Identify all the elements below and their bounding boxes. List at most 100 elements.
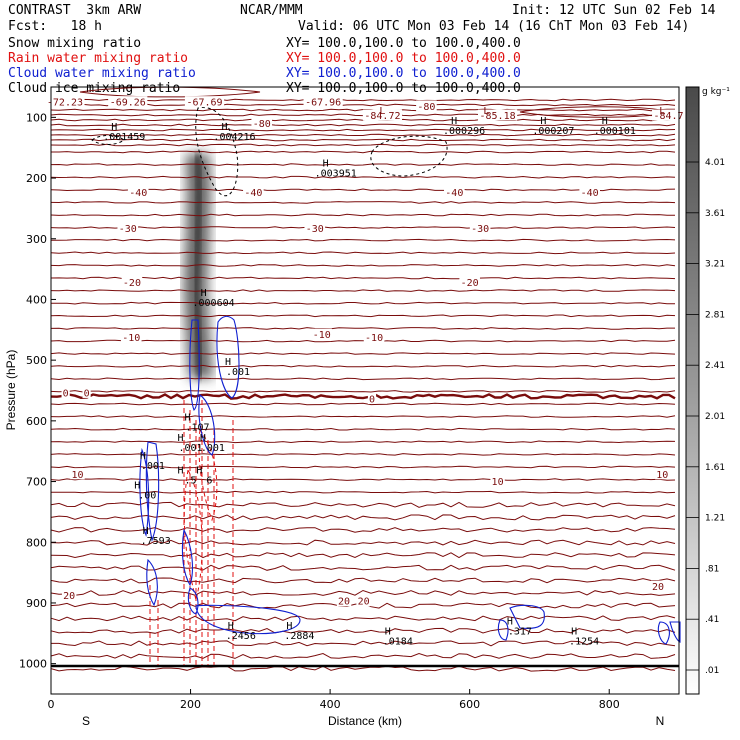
cloud-water-contour xyxy=(195,604,301,635)
temperature-contour-line xyxy=(50,188,676,192)
temperature-label-bg xyxy=(311,328,333,340)
temperature-label-bg xyxy=(363,331,385,343)
temperature-contour-line xyxy=(50,615,676,622)
temperature-contour-line xyxy=(50,108,676,112)
maximum-marker: H xyxy=(507,616,513,627)
colorbar-scale xyxy=(685,86,700,695)
temperature-label-bg xyxy=(82,386,91,398)
colorbar-tick-label: 2.41 xyxy=(705,361,725,371)
temperature-contour-line xyxy=(50,552,676,559)
temperature-contour-label: 10 xyxy=(656,470,668,481)
temperature-contour-label: -67.69 xyxy=(186,98,222,109)
maximum-marker: H xyxy=(201,288,207,299)
temperature-contour-label: -20 xyxy=(461,278,479,289)
cloud-water-contour xyxy=(146,558,158,607)
contour-labels: -72.23 -69.26 -67.69 -67.96 -80 -84.72 -85.18 -… xyxy=(45,96,686,648)
temperature-label-bg xyxy=(362,109,403,121)
colorbar-unit: g kg⁻¹ xyxy=(702,87,730,97)
maximum-value-label: .1254 xyxy=(569,637,599,648)
cloud-ice-contour xyxy=(195,107,239,197)
temperature-label-bg xyxy=(70,468,85,480)
temperature-contour-line xyxy=(50,143,676,147)
maximum-marker: H xyxy=(385,627,391,638)
y-tick-label: 700 xyxy=(26,476,47,489)
maximum-value-label: .003951 xyxy=(315,169,357,180)
temperature-contour-line xyxy=(50,465,676,469)
maximum-marker: H xyxy=(140,451,146,462)
colorbar-tick-label: 1.21 xyxy=(705,514,725,524)
temperature-contour-label: 0 xyxy=(369,394,375,405)
maximum-value-label: .317 xyxy=(508,626,532,637)
temperature-contour-line xyxy=(50,665,676,672)
x-axis-start-label: S xyxy=(82,714,90,728)
maximum-marker: H xyxy=(225,357,231,368)
temperature-contour-line xyxy=(50,415,676,418)
temperature-contour-label: -80 xyxy=(417,102,435,113)
temperature-label-bg xyxy=(579,186,600,198)
x-axis-title: Distance (km) xyxy=(328,714,402,728)
temperature-label-bg xyxy=(655,468,670,480)
maximum-marker: H xyxy=(196,466,202,477)
maximum-value-label: .000296 xyxy=(443,126,485,137)
field-xy-rain: XY= 100.0,100.0 to 100.0,400.0 xyxy=(286,51,521,66)
temperature-contour-line xyxy=(50,175,676,179)
temperature-contour-line xyxy=(50,478,676,481)
maximum-marker: H xyxy=(221,122,227,133)
field-label-cloud-ice: Cloud ice mixing ratio xyxy=(8,81,181,96)
colorbar-tick-label: .81 xyxy=(705,564,719,574)
maximum-marker: H xyxy=(178,433,184,444)
rain-water-contours xyxy=(149,400,234,665)
temperature-contour-label: 20 xyxy=(358,597,370,608)
temperature-contour-line xyxy=(50,264,676,267)
colorbar-tick-label: .41 xyxy=(705,615,719,625)
temperature-contour-label: -10 xyxy=(122,333,140,344)
cloud-water-contour xyxy=(509,604,545,629)
temperature-contour-line xyxy=(50,577,676,584)
temperature-label-bg xyxy=(121,276,143,288)
y-tick-label: 400 xyxy=(26,293,47,306)
y-tick-label: 100 xyxy=(26,111,47,124)
maximum-marker: H xyxy=(228,621,234,632)
x-tick-label: 200 xyxy=(180,698,201,711)
temperature-contour-line xyxy=(51,150,676,154)
temperature-contour-line xyxy=(50,390,676,393)
cloud-water-contour xyxy=(187,587,199,615)
colorbar-tick-label: 2.01 xyxy=(705,412,725,422)
maximum-value-label: .2884 xyxy=(284,631,314,642)
maximum-value-label: .004216 xyxy=(213,132,255,143)
cloud-water-contour xyxy=(181,528,193,587)
temperature-contour-line xyxy=(50,453,676,456)
temperature-label-bg xyxy=(117,222,139,234)
temperature-contour-label: -72.23 xyxy=(47,98,83,109)
maximum-marker: H xyxy=(451,116,457,127)
colorbar-tick-label: 2.81 xyxy=(705,310,725,320)
temperature-contour-line xyxy=(50,402,676,406)
temperature-contour-label: -85.18 xyxy=(480,111,516,122)
temperature-contour-line xyxy=(50,564,676,571)
temperature-contour-line xyxy=(50,352,676,355)
temperature-label-bg xyxy=(477,109,518,121)
maximum-marker: H xyxy=(286,621,292,632)
cloud-ice-contours xyxy=(91,107,448,197)
maximum-marker: H xyxy=(540,116,546,127)
x-tick-label: 600 xyxy=(459,698,480,711)
minimum-marker: L xyxy=(483,106,489,117)
model-title: CONTRAST 3km ARW xyxy=(8,3,142,18)
temperature-contour-label: -20 xyxy=(123,278,141,289)
y-tick-label: 900 xyxy=(26,597,47,610)
x-tick-label: 400 xyxy=(320,698,341,711)
temperature-contour-line xyxy=(50,501,676,508)
cloud-water-contour xyxy=(497,619,509,641)
temperature-contour-label: -80 xyxy=(253,119,271,130)
temperature-label-bg xyxy=(356,595,371,607)
minimum-marker: L xyxy=(379,106,385,117)
temperature-label-bg xyxy=(652,109,686,121)
y-tick-label: 200 xyxy=(26,172,47,185)
maximum-marker: H xyxy=(134,480,140,491)
maximum-marker: H xyxy=(178,466,184,477)
temperature-label-bg xyxy=(469,222,491,234)
temperature-label-bg xyxy=(416,100,437,112)
temperature-contour-line xyxy=(50,238,676,242)
